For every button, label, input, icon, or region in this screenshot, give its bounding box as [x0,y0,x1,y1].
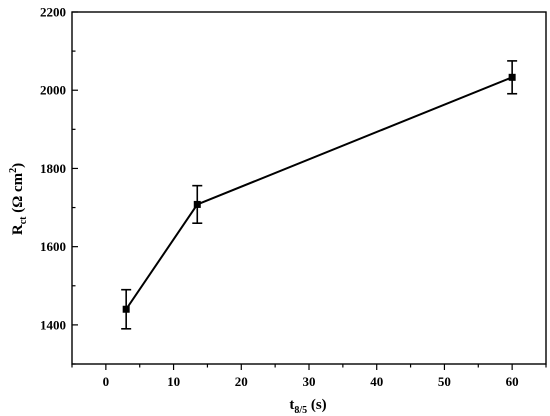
x-axis-title-main: t [289,397,294,413]
data-point [193,200,201,208]
data-point [508,73,516,81]
y-axis-title-superscript: 2 [8,168,19,173]
y-tick-label: 1600 [40,239,66,254]
x-tick-label: 40 [370,374,383,389]
y-axis-title-unit: (Ω cm [10,172,26,216]
x-tick-label: 0 [103,374,110,389]
x-tick-label: 30 [303,374,316,389]
y-axis-title: Rct (Ω cm2) [8,163,29,235]
x-axis-title-suffix: (s) [307,397,327,413]
x-axis-title-subscript: 8/5 [294,405,307,416]
y-tick-label: 1800 [40,161,66,176]
plot-area-border [71,11,547,365]
data-series [121,60,518,330]
series-line [125,76,513,310]
x-axis-ticks: 0 10 20 30 40 50 60 [71,364,547,389]
x-axis-title: t8/5 (s) [289,397,326,416]
y-tick-label: 2200 [40,5,66,20]
x-tick-label: 50 [438,374,451,389]
x-tick-label: 10 [167,374,180,389]
plot-frame [71,11,547,365]
y-axis-ticks: 1400 1600 1800 2000 2200 [40,5,78,365]
y-tick-label: 2000 [40,83,66,98]
y-axis-title-subscript: ct [18,216,29,224]
y-axis-title-main: R [10,224,26,235]
x-tick-label: 60 [506,374,519,389]
y-tick-label: 1400 [40,317,66,332]
data-point [122,305,130,313]
y-axis-title-close: ) [10,163,26,168]
x-tick-label: 20 [235,374,248,389]
